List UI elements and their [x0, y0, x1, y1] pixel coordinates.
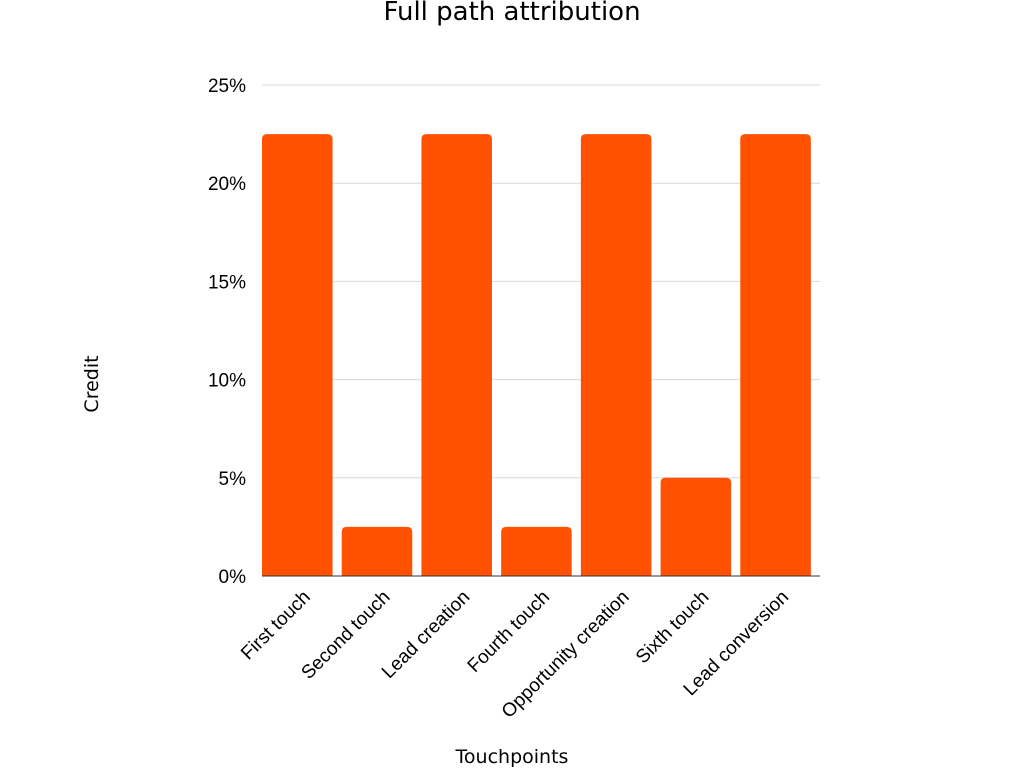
y-tick-label: 5% [219, 469, 247, 490]
y-axis-ticks: 0% 5% 10% 15% 20% 25% [208, 76, 246, 588]
y-tick-label: 10% [208, 371, 246, 392]
y-tick-label: 20% [208, 174, 246, 195]
bar-fourth-touch [501, 526, 572, 576]
y-tick-label: 0% [219, 567, 247, 588]
bar-second-touch [341, 526, 413, 576]
x-tick-label: Sixth touch [632, 587, 713, 668]
bar-opportunity-creation [580, 134, 652, 576]
bar-lead-conversion [740, 134, 811, 576]
x-tick-label: First touch [237, 587, 315, 665]
bars [262, 134, 811, 576]
x-tick-label: Fourth touch [464, 587, 554, 677]
y-axis-title: Credit [81, 355, 103, 412]
bar-lead-creation [421, 134, 492, 576]
x-axis-title: Touchpoints [455, 746, 569, 768]
y-tick-label: 15% [208, 272, 246, 293]
y-tick-label: 25% [208, 76, 246, 97]
chart-title: Full path attribution [383, 0, 640, 27]
gridlines [262, 84, 820, 479]
bar-first-touch [262, 134, 333, 576]
bar-sixth-touch [660, 477, 732, 576]
